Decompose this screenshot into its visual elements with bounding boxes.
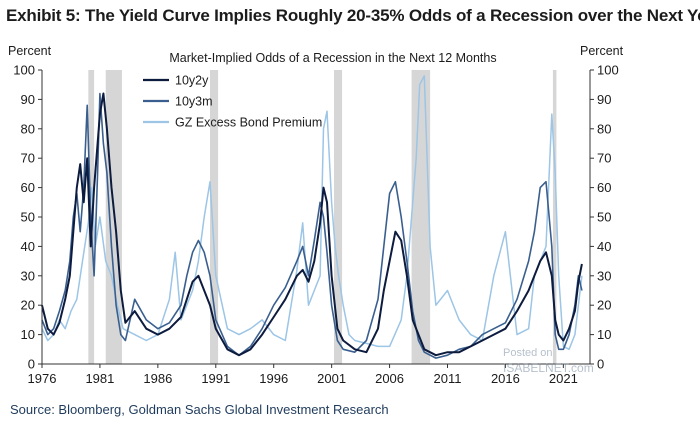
x-tick-label-2: 1986	[143, 371, 172, 386]
recession-band-2	[209, 70, 219, 364]
x-tick-label-4: 1996	[259, 371, 288, 386]
y-tick-label-right-4: 40	[597, 239, 611, 254]
y-tick-label-left-9: 90	[21, 92, 35, 107]
y-tick-label-left-1: 10	[21, 327, 35, 342]
legend-label-2: GZ Excess Bond Premium	[175, 116, 322, 130]
y-tick-label-right-5: 50	[597, 210, 611, 225]
recession-band-3	[333, 70, 343, 364]
y-tick-label-right-2: 20	[597, 298, 611, 313]
recession-odds-chart: 0 0 10 10 20 20 30 30 40 40 50 50 60 60 70 70 80 80 90 90 10…	[8, 44, 624, 387]
series-lines	[41, 75, 583, 359]
y-tick-label-left-4: 40	[21, 239, 35, 254]
y-tick-label-left-0: 0	[28, 357, 35, 372]
y-tick-label-right-0: 0	[597, 357, 604, 372]
legend: 10y2y 10y3m GZ Excess Bond Premium	[143, 74, 322, 130]
y-tick-label-left-6: 60	[21, 180, 35, 195]
y-tick-label-right-9: 90	[597, 92, 611, 107]
exhibit-title: Exhibit 5: The Yield Curve Implies Rough…	[6, 6, 700, 25]
y-tick-label-right-1: 10	[597, 327, 611, 342]
y-tick-label-left-10: 100	[13, 63, 35, 78]
y-tick-label-left-2: 20	[21, 298, 35, 313]
y-tick-label-right-7: 70	[597, 151, 611, 166]
legend-label-1: 10y3m	[175, 95, 213, 109]
watermark-line1: Posted on	[503, 347, 553, 359]
y-tick-label-left-8: 80	[21, 121, 35, 136]
y-tick-label-left-5: 50	[21, 210, 35, 225]
axes: 0 0 10 10 20 20 30 30 40 40 50 50 60 60 70 70 80 80 90 90 10…	[13, 63, 618, 387]
x-tick-label-9: 2021	[549, 371, 578, 386]
x-tick-label-5: 2001	[317, 371, 346, 386]
series-line-1	[41, 92, 583, 359]
source-note: Source: Bloomberg, Goldman Sachs Global …	[10, 402, 389, 417]
x-tick-label-0: 1976	[28, 371, 57, 386]
series-line-0	[41, 92, 583, 357]
x-tick-label-1: 1981	[85, 371, 114, 386]
y-tick-label-right-10: 100	[597, 63, 619, 78]
y-tick-label-left-7: 70	[21, 151, 35, 166]
watermark-line2: ISABELNET.com	[503, 361, 594, 375]
chart-title: Market-Implied Odds of a Recession in th…	[169, 51, 496, 65]
y-tick-label-right-8: 80	[597, 121, 611, 136]
x-tick-label-3: 1991	[201, 371, 230, 386]
recession-band-5	[552, 70, 557, 364]
watermark: Posted on ISABELNET.com	[503, 347, 594, 375]
x-tick-label-6: 2006	[375, 371, 404, 386]
right-axis-unit: Percent	[580, 44, 624, 58]
x-tick-label-8: 2016	[491, 371, 520, 386]
left-axis-unit: Percent	[8, 44, 52, 58]
y-tick-label-right-6: 60	[597, 180, 611, 195]
series-line-2	[41, 75, 583, 351]
y-tick-label-left-3: 30	[21, 268, 35, 283]
x-tick-label-7: 2011	[434, 371, 462, 386]
y-tick-label-right-3: 30	[597, 268, 611, 283]
legend-label-0: 10y2y	[175, 74, 209, 88]
